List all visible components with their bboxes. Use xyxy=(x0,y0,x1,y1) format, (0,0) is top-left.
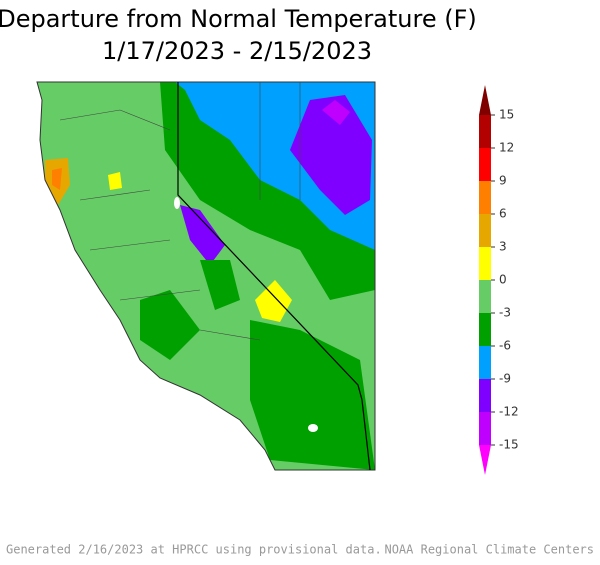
colorbar-segment xyxy=(479,148,491,181)
colorbar-segment xyxy=(479,412,491,445)
colorbar-segment xyxy=(479,214,491,247)
colorbar-tick-label: 15 xyxy=(499,108,514,122)
colorbar-tick-label: 3 xyxy=(499,240,507,254)
colorbar-segment xyxy=(479,280,491,313)
footer-left: Generated 2/16/2023 at HPRCC using provi… xyxy=(6,543,382,557)
title-line: Departure from Normal Temperature (F) xyxy=(0,5,477,33)
colorbar-segment xyxy=(479,181,491,214)
colorbar-tick-label: 12 xyxy=(499,141,514,155)
colorbar-segment xyxy=(479,379,491,412)
colorbar-segment xyxy=(479,247,491,280)
footer-right: NOAA Regional Climate Centers xyxy=(384,543,594,557)
colorbar-segment xyxy=(479,313,491,346)
colorbar-tick-label: 6 xyxy=(499,207,507,221)
subtitle-line: 1/17/2023 - 2/15/2023 xyxy=(102,37,372,65)
colorbar-tick-label: 9 xyxy=(499,174,507,188)
colorbar: 15 12 9 6 3 0 -3 -6 -9 -12 -15 xyxy=(479,85,519,475)
colorbar-tick-label: -6 xyxy=(499,339,511,353)
colorbar-tick-label: -12 xyxy=(499,405,519,419)
colorbar-tick-label: -9 xyxy=(499,372,511,386)
colorbar-cap-top xyxy=(479,85,491,115)
colorbar-segment xyxy=(479,115,491,148)
colorbar-segment xyxy=(479,346,491,379)
colorbar-tick-label: 0 xyxy=(499,273,507,287)
colorbar-tick-label: -15 xyxy=(499,438,519,452)
colorbar-cap-bottom xyxy=(479,445,491,475)
colorbar-tick-label: -3 xyxy=(499,306,511,320)
map xyxy=(36,81,376,471)
